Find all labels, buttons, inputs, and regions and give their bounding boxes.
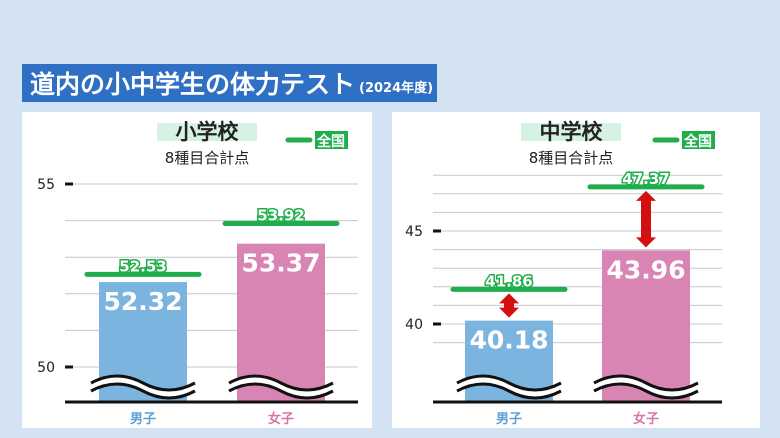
difference-arrow [636,190,656,248]
national-value-label: 41.86 [485,272,532,290]
axis-break-line [90,374,196,392]
junior-high-panel [392,112,760,428]
bar-value-label: 53.37 [241,249,320,278]
legend-national-badge [315,131,348,149]
axis-break-band [91,376,195,398]
axis-break-band [457,376,561,398]
title-banner: 道内の小中学生の体力テスト (2024年度) [22,64,437,102]
axis-break-band [594,376,698,398]
y-tick-label: 55 [37,177,55,193]
chart-title-highlight [157,123,257,141]
chart-title: 小学校 [176,120,240,144]
difference-arrow [499,293,519,318]
y-tick-label: 40 [405,317,423,333]
chart-subtitle: 8種目合計点 [529,149,614,167]
axis-break-line [228,374,334,392]
bar-value-label: 52.32 [103,287,182,316]
national-value-label: 53.92 [257,207,304,225]
national-value-label: 47.37 [622,170,669,188]
y-tick-label: 45 [405,224,423,240]
axis-break-line [228,382,334,400]
category-label: 男子 [496,412,522,427]
axis-break-line [90,382,196,400]
axis-break-line [593,374,699,392]
bar-value-label: 40.18 [469,326,548,355]
axis-break-band [229,376,333,398]
axis-break-line [456,382,562,400]
chart-title: 中学校 [540,120,604,144]
chart-title-highlight [521,123,621,141]
legend-national-badge [682,131,715,149]
national-value-label: 52.53 [119,257,166,275]
category-label: 女子 [268,411,294,427]
y-tick-label: 50 [37,360,55,376]
page-subtitle: (2024年度) [359,80,434,96]
bar-value-label: 43.96 [606,255,685,284]
axis-break-line [456,374,562,392]
axis-break-line [593,382,699,400]
page-title: 道内の小中学生の体力テスト [30,70,356,99]
chart-subtitle: 8種目合計点 [165,149,250,167]
category-label: 男子 [130,412,156,427]
legend-national-label: 全国 [316,133,345,150]
category-label: 女子 [633,411,659,427]
legend-national-label: 全国 [683,133,712,150]
